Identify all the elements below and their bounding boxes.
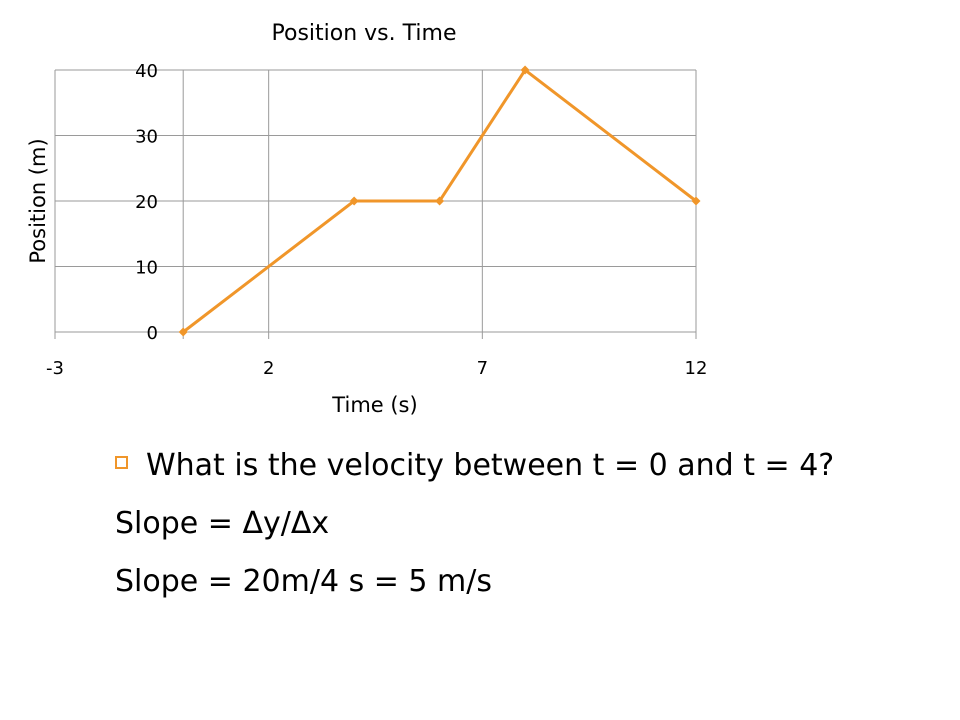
y-tick-label: 0 [147,323,158,344]
data-point-marker [691,196,701,206]
y-tick-label: 30 [135,127,158,148]
data-point-marker [520,65,530,75]
question-bullet: What is the velocity between t = 0 and t… [115,448,834,483]
y-axis-title: Position (m) [26,138,50,263]
x-tick-label: 12 [685,358,708,379]
chart-title: Position vs. Time [272,21,457,46]
y-tick-label: 20 [135,192,158,213]
y-tick-label: 40 [135,61,158,82]
x-tick-label: 7 [477,358,488,379]
slope-formula-text: Slope = Δy/Δx [115,506,330,541]
x-axis-title: Time (s) [331,393,417,417]
question-text: What is the velocity between t = 0 and t… [146,448,835,483]
y-tick-label: 10 [135,258,158,279]
hollow-square-bullet-icon [115,456,128,469]
data-point-marker [178,327,188,337]
slope-result-text: Slope = 20m/4 s = 5 m/s [115,564,492,599]
tick-layer: 0 10 20 30 40 -3 2 7 12 [46,61,707,379]
x-tick-label: 2 [263,358,274,379]
position-time-chart: Position vs. Time 0 10 20 30 40 -3 2 7 12 Time (… [26,21,707,417]
data-point-marker [349,196,359,206]
series-layer [178,65,701,337]
x-tick-label: -3 [46,358,64,379]
data-point-marker [435,196,445,206]
